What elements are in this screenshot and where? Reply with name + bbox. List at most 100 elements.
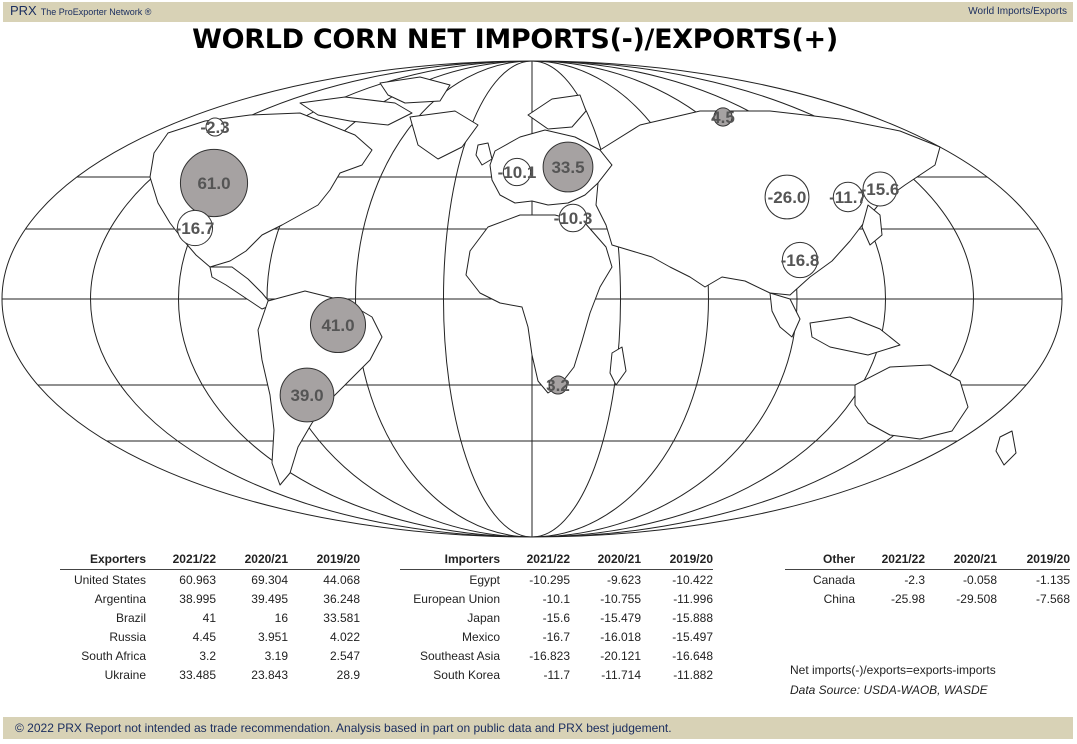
other-table: Other 2021/22 2020/21 2019/20 Canada -2.3… <box>785 550 1070 608</box>
value-cell: -2.3 <box>904 572 925 587</box>
bubble-label: -15.6 <box>861 180 900 199</box>
country-cell: Mexico <box>461 629 500 644</box>
value-cell: -10.295 <box>529 572 570 587</box>
other-header-2019-20: 2019/20 <box>997 550 1070 570</box>
bubble-circle <box>558 203 588 233</box>
bubble-circle <box>279 367 335 423</box>
formula-note: Net imports(-)/exports=exports-imports <box>790 663 996 677</box>
value-cell: -10.422 <box>672 572 713 587</box>
bubble-exporter: 39.0 <box>279 367 335 423</box>
value-cell: 3.19 <box>264 648 288 663</box>
country-cell: Argentina <box>94 591 146 606</box>
value-cell: -11.7 <box>543 667 570 682</box>
table-row: Mexico -16.7 -16.018 -15.497 <box>400 627 713 646</box>
country-cell: Japan <box>467 610 500 625</box>
bubble-label: -16.8 <box>781 251 820 270</box>
bubble-circle <box>781 241 819 279</box>
value-cell: 44.068 <box>323 572 360 587</box>
bubble-circle <box>502 157 532 187</box>
value-cell: -16.7 <box>542 629 570 644</box>
land-outlines <box>149 76 1017 486</box>
value-cell: 2.547 <box>329 648 360 663</box>
value-cell: 16 <box>274 610 288 625</box>
bubble-circle <box>542 141 594 193</box>
other-header: Other <box>785 550 855 570</box>
importers-header: Importers <box>400 550 500 570</box>
importers-header-2019-20: 2019/20 <box>641 550 713 570</box>
country-cell: South Africa <box>81 648 146 663</box>
country-cell: Southeast Asia <box>419 648 500 663</box>
value-cell: 23.843 <box>251 667 288 682</box>
value-cell: 41 <box>202 610 216 625</box>
bubble-label: -16.7 <box>176 219 215 238</box>
value-cell: 69.304 <box>251 572 288 587</box>
table-row: China -25.98 -29.508 -7.568 <box>785 589 1070 608</box>
bubble-exporter: 4.5 <box>711 107 735 127</box>
country-cell: European Union <box>413 591 500 606</box>
table-row: Argentina 38.995 39.495 36.248 <box>60 589 360 608</box>
value-cell: -11.996 <box>673 591 713 606</box>
bubble-exporter: 33.5 <box>542 141 594 193</box>
value-cell: 39.495 <box>251 591 288 606</box>
table-row: South Africa 3.2 3.19 2.547 <box>60 646 360 665</box>
bubble-label: -2.3 <box>200 118 229 137</box>
section-label: World Imports/Exports <box>968 6 1067 17</box>
bubble-importer: -16.7 <box>176 209 215 247</box>
bubble-importer: -2.3 <box>200 117 230 137</box>
value-cell: -11.882 <box>673 667 713 682</box>
world-map: -2.3 61.0 -16.7 41.0 39.0 -10.1 33.5 -10.3 4.5 3.… <box>1 60 1063 538</box>
importers-header-2020-21: 2020/21 <box>570 550 641 570</box>
bubble-circle <box>309 296 367 354</box>
value-cell: -25.98 <box>890 591 925 606</box>
value-cell: -0.058 <box>962 572 997 587</box>
bubble-circle <box>548 375 568 395</box>
value-cell: 4.022 <box>329 629 360 644</box>
bubble-label: -26.0 <box>768 188 807 207</box>
bubble-circle <box>176 209 214 247</box>
data-source-note: Data Source: USDA-WAOB, WASDE <box>790 683 988 697</box>
value-cell: 28.9 <box>336 667 360 682</box>
bubble-label: 3.2 <box>546 376 570 395</box>
table-row: Egypt -10.295 -9.623 -10.422 <box>400 570 713 590</box>
country-cell: Ukraine <box>104 667 146 682</box>
header-bar: PRX The ProExporter Network ® World Impor… <box>3 2 1073 22</box>
footer-text: © 2022 PRX Report not intended as trade … <box>15 721 672 735</box>
bubble-importer: -11.7 <box>829 181 867 213</box>
value-cell: 60.963 <box>179 572 216 587</box>
value-cell: 36.248 <box>323 591 360 606</box>
value-cell: -7.568 <box>1035 591 1070 606</box>
exporters-header-2019-20: 2019/20 <box>288 550 360 570</box>
bubble-label: 4.5 <box>711 108 735 127</box>
bubble-importer: -10.1 <box>498 157 537 187</box>
brand-name: PRX <box>10 3 37 18</box>
value-cell: -16.648 <box>672 648 713 663</box>
bubble-label: 39.0 <box>290 386 323 405</box>
value-cell: 3.2 <box>199 648 216 663</box>
value-cell: 4.45 <box>192 629 216 644</box>
exporters-header-2021-22: 2021/22 <box>146 550 216 570</box>
value-cell: -15.497 <box>672 629 713 644</box>
bubble-label: 41.0 <box>321 316 354 335</box>
brand: PRX The ProExporter Network ® <box>10 3 151 18</box>
bubble-label: 33.5 <box>551 158 584 177</box>
value-cell: -29.508 <box>956 591 997 606</box>
bubble-exporter: 61.0 <box>179 148 249 218</box>
value-cell: 33.581 <box>323 610 360 625</box>
bubble-exporter: 3.2 <box>546 375 570 395</box>
bubble-label: -11.7 <box>829 188 867 207</box>
bubble-label: -10.1 <box>498 163 537 182</box>
table-row: European Union -10.1 -10.755 -11.996 <box>400 589 713 608</box>
bubble-importer: -16.8 <box>781 241 820 279</box>
exporters-header: Exporters <box>60 550 146 570</box>
other-header-2021-22: 2021/22 <box>855 550 925 570</box>
table-row: Ukraine 33.485 23.843 28.9 <box>60 665 360 684</box>
bubble-importer: -15.6 <box>861 171 900 207</box>
footer-bar: © 2022 PRX Report not intended as trade … <box>3 717 1073 739</box>
value-cell: -15.888 <box>672 610 713 625</box>
country-cell: Russia <box>109 629 146 644</box>
exporters-table: Exporters 2021/22 2020/21 2019/20 United… <box>60 550 360 684</box>
chart-title: WORLD CORN NET IMPORTS(-)/EXPORTS(+) <box>192 24 838 55</box>
bubble-exporter: 41.0 <box>309 296 367 354</box>
exporters-header-2020-21: 2020/21 <box>216 550 288 570</box>
table-row: Southeast Asia -16.823 -20.121 -16.648 <box>400 646 713 665</box>
